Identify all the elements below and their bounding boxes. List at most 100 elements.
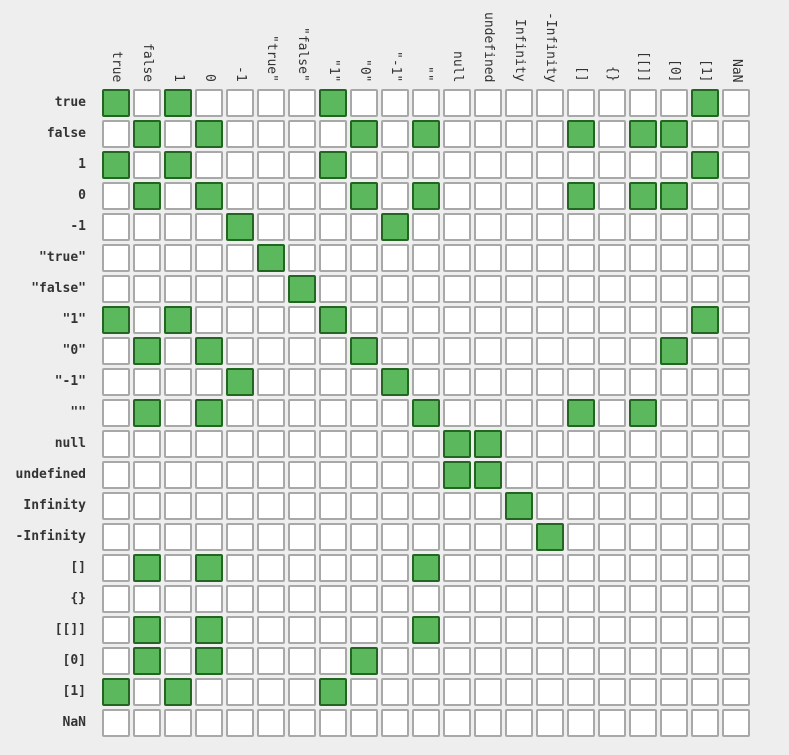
cell-not-equal <box>257 213 285 241</box>
cell-not-equal <box>691 120 719 148</box>
cell-not-equal <box>102 275 130 303</box>
cell-not-equal <box>288 678 316 706</box>
cell-not-equal <box>567 678 595 706</box>
cell-equal <box>195 554 223 582</box>
cell-not-equal <box>536 554 564 582</box>
cell-not-equal <box>195 523 223 551</box>
cell-not-equal <box>412 368 440 396</box>
cell-not-equal <box>691 430 719 458</box>
cell-not-equal <box>443 678 471 706</box>
cell-not-equal <box>319 616 347 644</box>
cell-not-equal <box>505 306 533 334</box>
cell-not-equal <box>722 492 750 520</box>
cell-not-equal <box>164 120 192 148</box>
cell-not-equal <box>505 647 533 675</box>
cell-not-equal <box>629 616 657 644</box>
cell-not-equal <box>226 337 254 365</box>
cell-equal <box>319 678 347 706</box>
cell-not-equal <box>567 213 595 241</box>
column-label: 0 <box>202 74 217 82</box>
cell-not-equal <box>598 430 626 458</box>
row-label: undefined <box>15 467 86 482</box>
cell-not-equal <box>629 585 657 613</box>
cell-equal <box>443 430 471 458</box>
cell-equal <box>164 151 192 179</box>
cell-not-equal <box>381 89 409 117</box>
cell-not-equal <box>474 306 502 334</box>
cell-not-equal <box>381 585 409 613</box>
column-label: true <box>109 51 124 83</box>
cell-not-equal <box>257 554 285 582</box>
cell-not-equal <box>319 337 347 365</box>
cell-not-equal <box>629 244 657 272</box>
cell-not-equal <box>257 616 285 644</box>
cell-not-equal <box>474 585 502 613</box>
column-label: [1] <box>698 59 713 83</box>
cell-equal <box>133 647 161 675</box>
cell-not-equal <box>660 213 688 241</box>
cell-not-equal <box>536 616 564 644</box>
cell-not-equal <box>598 120 626 148</box>
cell-not-equal <box>598 213 626 241</box>
cell-not-equal <box>505 151 533 179</box>
cell-not-equal <box>691 337 719 365</box>
cell-not-equal <box>226 399 254 427</box>
cell-not-equal <box>319 275 347 303</box>
cell-not-equal <box>443 399 471 427</box>
cell-equal <box>629 399 657 427</box>
cell-not-equal <box>505 275 533 303</box>
cell-not-equal <box>319 523 347 551</box>
cell-equal <box>133 554 161 582</box>
cell-not-equal <box>722 647 750 675</box>
cell-not-equal <box>350 368 378 396</box>
cell-not-equal <box>536 182 564 210</box>
cell-not-equal <box>257 337 285 365</box>
cell-not-equal <box>164 337 192 365</box>
cell-not-equal <box>505 585 533 613</box>
cell-not-equal <box>102 368 130 396</box>
cell-not-equal <box>288 430 316 458</box>
cell-not-equal <box>722 523 750 551</box>
cell-equal <box>629 182 657 210</box>
cell-not-equal <box>102 213 130 241</box>
cell-equal <box>102 89 130 117</box>
cell-not-equal <box>629 647 657 675</box>
cell-not-equal <box>381 554 409 582</box>
cell-not-equal <box>412 709 440 737</box>
cell-not-equal <box>350 523 378 551</box>
cell-not-equal <box>257 151 285 179</box>
cell-equal <box>195 120 223 148</box>
cell-not-equal <box>505 523 533 551</box>
cell-not-equal <box>133 492 161 520</box>
row-label: true <box>54 95 86 110</box>
cell-not-equal <box>226 461 254 489</box>
cell-not-equal <box>350 616 378 644</box>
cell-not-equal <box>319 554 347 582</box>
cell-not-equal <box>412 585 440 613</box>
cell-not-equal <box>164 461 192 489</box>
cell-not-equal <box>381 430 409 458</box>
cell-not-equal <box>567 337 595 365</box>
cell-not-equal <box>288 492 316 520</box>
cell-not-equal <box>443 523 471 551</box>
cell-not-equal <box>288 151 316 179</box>
cell-not-equal <box>722 461 750 489</box>
cell-not-equal <box>443 585 471 613</box>
cell-not-equal <box>443 244 471 272</box>
cell-not-equal <box>412 337 440 365</box>
cell-not-equal <box>474 151 502 179</box>
cell-not-equal <box>133 430 161 458</box>
cell-not-equal <box>288 523 316 551</box>
cell-not-equal <box>164 492 192 520</box>
cell-not-equal <box>474 213 502 241</box>
cell-equal <box>226 368 254 396</box>
cell-not-equal <box>443 306 471 334</box>
cell-not-equal <box>412 647 440 675</box>
cell-not-equal <box>195 306 223 334</box>
cell-not-equal <box>598 151 626 179</box>
row-label: "0" <box>62 343 86 358</box>
cell-not-equal <box>257 461 285 489</box>
cell-equal <box>567 182 595 210</box>
cell-not-equal <box>722 151 750 179</box>
